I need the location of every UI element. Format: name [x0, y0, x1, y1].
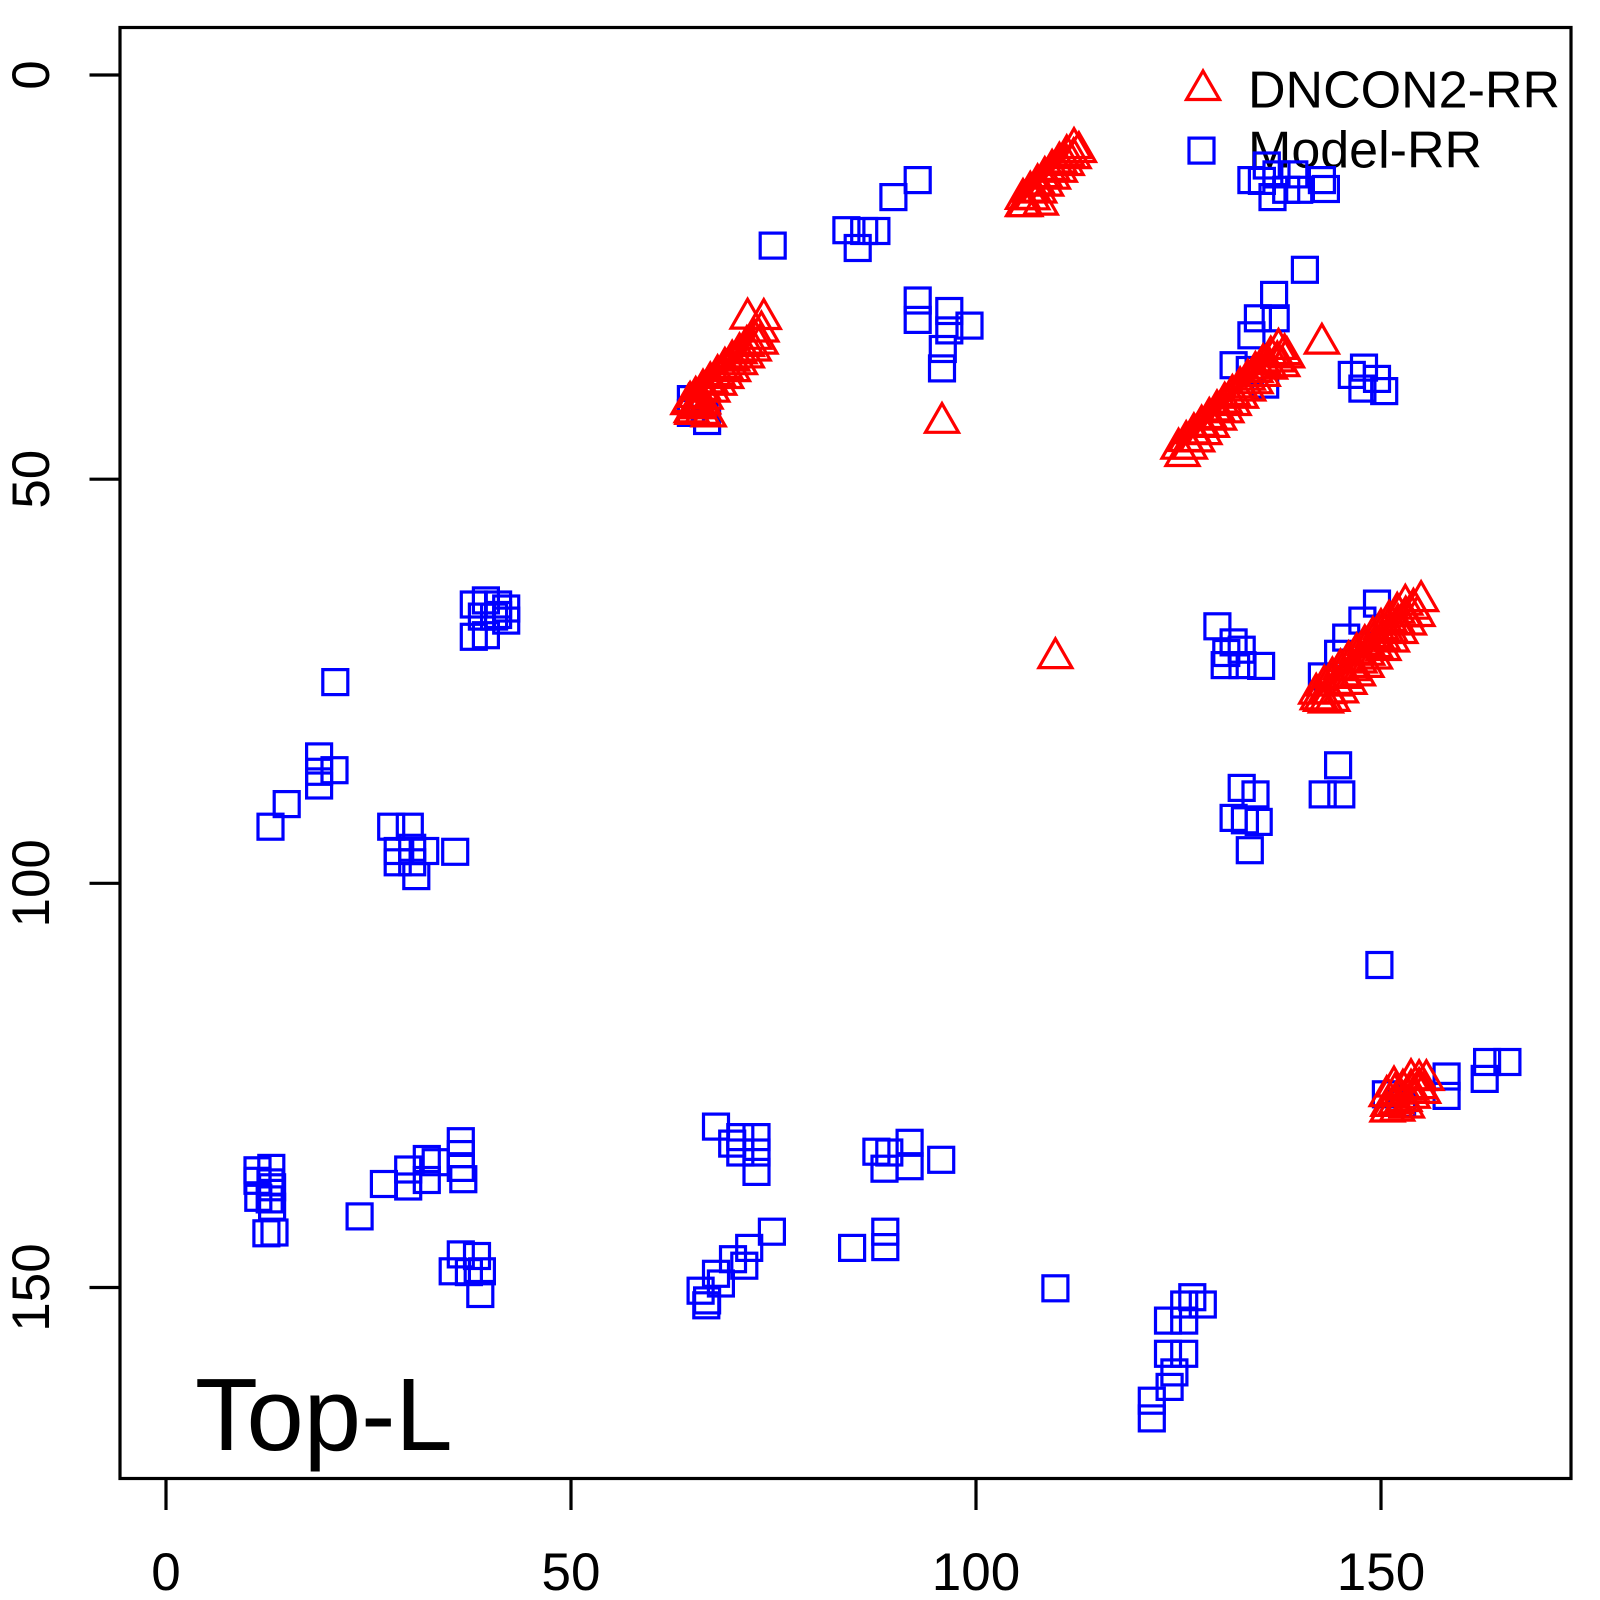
svg-text:150: 150: [2, 1243, 61, 1331]
svg-text:DNCON2-RR: DNCON2-RR: [1248, 62, 1560, 120]
svg-text:Top-L: Top-L: [195, 1357, 453, 1472]
svg-text:150: 150: [1337, 1543, 1425, 1600]
svg-text:50: 50: [2, 450, 61, 509]
svg-text:100: 100: [2, 839, 61, 927]
svg-text:50: 50: [542, 1543, 601, 1600]
svg-text:100: 100: [932, 1543, 1020, 1600]
svg-text:0: 0: [2, 60, 61, 89]
svg-text:0: 0: [151, 1543, 180, 1600]
svg-text:Model-RR: Model-RR: [1248, 122, 1482, 180]
